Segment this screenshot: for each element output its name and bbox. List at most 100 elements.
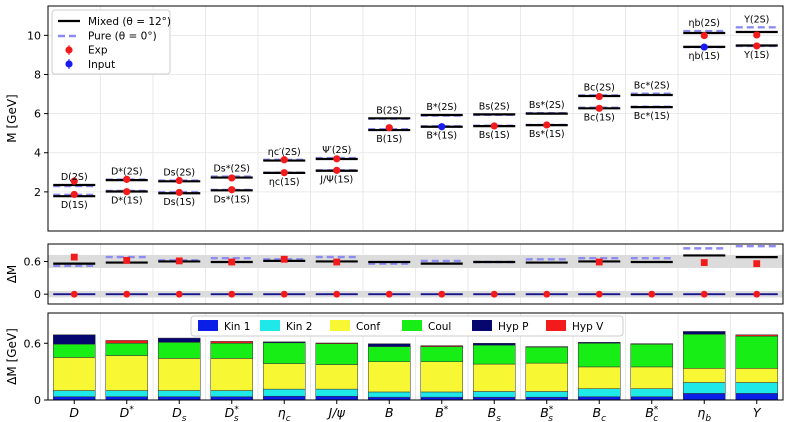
bar-segment	[368, 346, 411, 362]
legend-bottom: Kin 1 Kin 2 Conf Coul Hyp P Hyp V	[190, 315, 624, 337]
panel-frame	[47, 243, 784, 305]
state-label-1s: B*(1S)	[426, 131, 457, 142]
exp-split-point	[753, 260, 761, 268]
state-label-1s: Bc(1S)	[584, 112, 615, 123]
bar-segment	[210, 343, 253, 359]
bar-segment	[420, 361, 463, 393]
exp-point	[543, 121, 551, 129]
legend-label: Conf	[356, 321, 380, 333]
state-label-1s: Ds(1S)	[163, 197, 195, 208]
legend-label: Coul	[428, 321, 451, 333]
y-axis-label: ΔM [GeV]	[5, 328, 19, 385]
bar-segment	[368, 361, 411, 393]
legend-label: Hyp P	[498, 321, 528, 333]
bar-segment	[683, 334, 726, 369]
exp-point	[228, 174, 236, 182]
exp-point	[175, 176, 183, 185]
exp-point	[700, 31, 708, 40]
bar-segment	[578, 342, 621, 344]
exp-zero-point	[175, 290, 183, 298]
state-label-2s: B(2S)	[376, 105, 402, 116]
state-label-2s: Bc*(2S)	[634, 81, 670, 92]
state-label-2s: Bs*(2S)	[529, 100, 565, 111]
state-label-2s: D*(2S)	[111, 167, 143, 178]
state-label-2s: Ds*(2S)	[213, 164, 250, 175]
bar-segment	[315, 343, 358, 365]
bar-segment	[630, 343, 673, 368]
state-label-1s: Bc*(1S)	[634, 111, 670, 122]
bar-segment	[210, 341, 253, 344]
exp-zero-point	[700, 290, 708, 298]
x-tick-label: B* c	[645, 405, 659, 422]
legend-swatch	[260, 320, 280, 331]
bar-segment	[473, 343, 516, 346]
bar-segment	[210, 390, 253, 397]
input-point	[438, 123, 446, 131]
x-tick-label: D* s	[225, 405, 240, 422]
x-tick-label: B* s	[540, 405, 554, 422]
exp-zero-point	[648, 290, 656, 298]
bar-segment	[53, 357, 96, 391]
bar-segment	[578, 388, 621, 397]
state-label-1s: D(1S)	[61, 200, 88, 211]
x-tick-label: Bs	[488, 405, 502, 422]
bar-segment	[105, 340, 148, 344]
exp-zero-point	[438, 290, 446, 298]
bar-segment	[473, 391, 516, 398]
bar-segment	[263, 388, 306, 397]
exp-point	[333, 166, 341, 174]
bar-segment	[683, 382, 726, 394]
legend-box	[51, 9, 171, 75]
exp-zero-point	[228, 290, 236, 298]
state-label-1s: ηb(1S)	[688, 51, 720, 62]
exp-split-point	[700, 259, 708, 266]
bar-segment	[315, 364, 358, 390]
bar-segment	[578, 343, 621, 368]
bar-segment	[735, 334, 778, 337]
bar-segment	[630, 343, 673, 345]
exp-point	[595, 92, 603, 101]
panel-frame	[47, 312, 784, 401]
legend-swatch	[546, 320, 566, 331]
exp-zero-point	[595, 290, 603, 298]
bar-segment	[630, 366, 673, 389]
exp-point	[333, 155, 341, 163]
exp-point	[753, 42, 761, 50]
state-label-2s: Ds(2S)	[163, 168, 195, 179]
x-tick-label: Υ	[753, 405, 762, 420]
state-label-2s: ηb(2S)	[688, 18, 720, 29]
y-tick-label: 0.6	[24, 337, 42, 350]
exp-zero-point	[490, 290, 498, 298]
y-tick-label: 8	[34, 68, 41, 81]
bar-segment	[315, 395, 358, 401]
exp-point	[123, 175, 131, 183]
x-tick-label: ηc	[278, 405, 291, 422]
bar-segment	[473, 344, 516, 365]
bar-segment	[105, 390, 148, 397]
exp-point	[228, 186, 236, 194]
exp-split-point	[595, 258, 603, 266]
bar-segment	[263, 395, 306, 401]
bar-segment	[158, 390, 201, 397]
y-tick-label: 0	[34, 394, 41, 407]
bar-segment	[158, 337, 201, 343]
bar-segment	[420, 345, 463, 347]
y-axis-label: M [GeV]	[5, 94, 19, 142]
exp-point	[123, 188, 131, 196]
legend-swatch	[198, 320, 218, 331]
x-tick-label: Ds	[172, 405, 187, 422]
x-tick-label: B*	[435, 405, 449, 420]
bar-segment	[263, 363, 306, 390]
exp-zero-point	[543, 290, 551, 298]
legend-label: Kin 1	[224, 321, 250, 333]
state-label-1s: Bs*(1S)	[529, 129, 565, 140]
exp-split-point	[228, 258, 236, 266]
x-tick-label: B	[385, 405, 394, 420]
bar-segment	[315, 342, 358, 344]
x-tick-label: D	[69, 405, 79, 420]
bar-segment	[525, 391, 568, 398]
x-tick-label: Bc	[592, 405, 606, 422]
bar-segment	[420, 346, 463, 362]
state-label-1s: B(1S)	[376, 134, 402, 145]
bar-segment	[210, 358, 253, 391]
